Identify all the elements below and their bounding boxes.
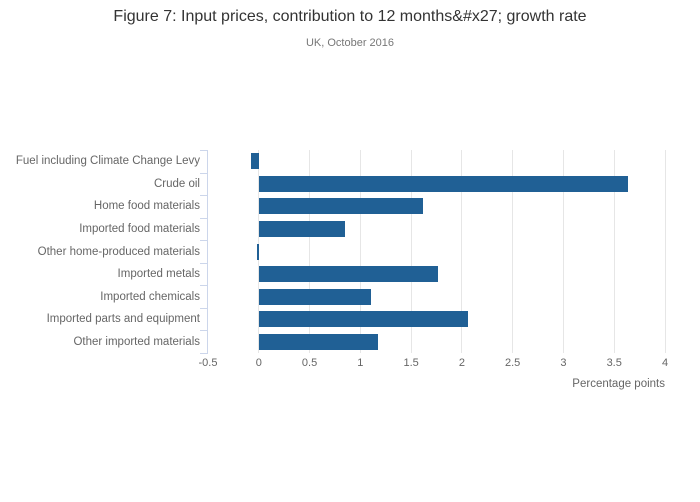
bar-imported-chemicals[interactable] — [258, 288, 372, 305]
category-label: Imported chemicals — [100, 290, 200, 303]
axis-tick — [200, 217, 207, 219]
category-label: Imported food materials — [79, 222, 200, 235]
x-tick-label: 3 — [560, 357, 567, 369]
x-tick-label: 1.5 — [403, 357, 419, 369]
x-axis-title: Percentage points — [572, 378, 665, 390]
axis-tick — [200, 240, 207, 242]
axis-tick — [200, 195, 207, 197]
category-label: Other home-produced materials — [37, 245, 200, 258]
gridline — [664, 150, 666, 353]
category-label: Crude oil — [153, 177, 200, 190]
bar-imported-metals[interactable] — [258, 266, 438, 283]
gridline — [562, 150, 564, 353]
x-tick-label: 0 — [255, 357, 262, 369]
category-label: Imported metals — [117, 268, 200, 281]
axis-tick — [200, 285, 207, 287]
chart-subtitle: UK, October 2016 — [305, 37, 395, 49]
x-tick-label: 1 — [357, 357, 364, 369]
gridline — [359, 150, 361, 353]
gridline — [410, 150, 412, 353]
x-tick-label: 3.5 — [606, 357, 622, 369]
axis-tick — [200, 262, 207, 264]
gridline — [309, 150, 311, 353]
category-label: Imported parts and equipment — [46, 313, 200, 326]
axis-tick — [200, 307, 207, 309]
gridline — [512, 150, 514, 353]
axis-tick — [200, 330, 207, 332]
axis-tick — [200, 150, 207, 151]
gridline — [258, 150, 260, 353]
bar-other-home-produced-materials[interactable] — [256, 243, 259, 260]
bar-imported-parts-and-equipment[interactable] — [258, 311, 468, 328]
bar-home-food-materials[interactable] — [258, 198, 424, 215]
axis-tick — [200, 172, 207, 174]
x-tick-label: 2 — [458, 357, 465, 369]
bar-imported-food-materials[interactable] — [258, 220, 346, 237]
category-label: Fuel including Climate Change Levy — [15, 155, 200, 168]
bar-other-imported-materials[interactable] — [258, 333, 378, 350]
category-label: Other imported materials — [73, 335, 200, 348]
x-tick-label: -0.5 — [198, 357, 218, 369]
x-tick-label: 2.5 — [505, 357, 521, 369]
x-tick-label: 4 — [661, 357, 669, 369]
axis-tick — [200, 353, 207, 354]
gridline — [461, 150, 463, 353]
bar-crude-oil[interactable] — [258, 175, 629, 192]
category-axis-line — [207, 150, 208, 354]
bar-fuel-including-climate-change-levy[interactable] — [250, 153, 259, 170]
chart-title: Figure 7: Input prices, contribution to … — [113, 8, 587, 25]
gridline — [613, 150, 615, 353]
category-label: Home food materials — [93, 200, 200, 213]
x-tick-label: 0.5 — [301, 357, 318, 369]
